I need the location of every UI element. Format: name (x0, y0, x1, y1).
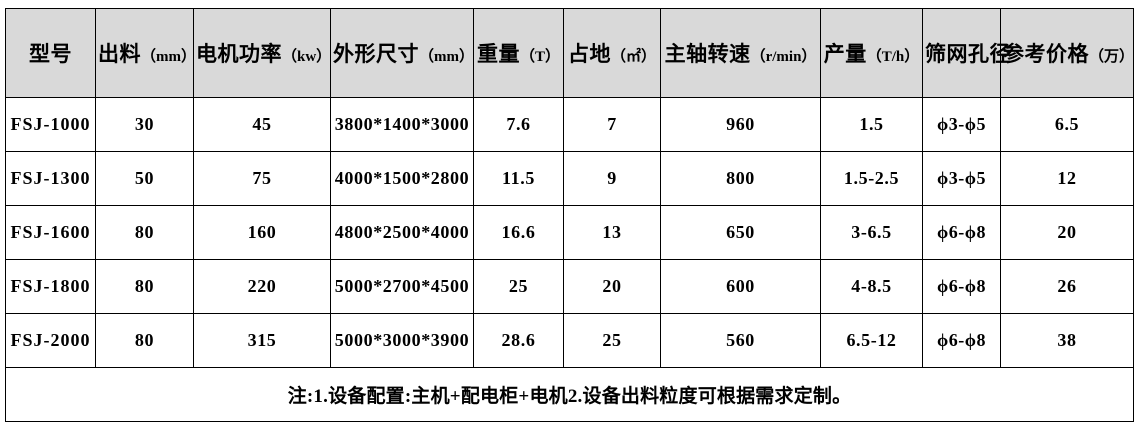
cell-mesh-aperture: ϕ6-ϕ8 (922, 259, 1001, 314)
table-footer: 注:1.设备配置:主机+配电柜+电机2.设备出料粒度可根据需求定制。 (5, 367, 1134, 422)
header-cell-price: 参考价格（万） (1000, 8, 1135, 98)
cell-discharge: 80 (95, 259, 194, 314)
cell-mesh-aperture: ϕ6-ϕ8 (922, 205, 1001, 260)
header-unit-capacity: （T/h） (866, 49, 920, 65)
header-unit-discharge: （mm） (141, 49, 196, 65)
cell-discharge: 50 (95, 151, 194, 206)
header-label-mesh-aperture: 筛网孔径 (925, 42, 1011, 66)
table-row: FSJ-1800 80 220 5000*2700*4500 25 20 600… (5, 259, 1134, 314)
cell-model: FSJ-1600 (5, 205, 96, 260)
header-label-model: 型号 (29, 42, 72, 66)
cell-capacity: 1.5-2.5 (820, 151, 923, 206)
spec-table-container: 型号 出料（mm） 电机功率（kw） 外形尺寸（mm） 重量（T） 占地（㎡） … (5, 8, 1134, 422)
cell-footprint: 20 (563, 259, 661, 314)
header-label-weight: 重量 (476, 42, 520, 66)
cell-dimensions: 5000*2700*4500 (330, 259, 474, 314)
header-cell-spindle-speed: 主轴转速（r/min） (660, 8, 821, 98)
footer-note: 注:1.设备配置:主机+配电柜+电机2.设备出料粒度可根据需求定制。 (5, 367, 1134, 422)
header-label-spindle-speed: 主轴转速 (664, 42, 751, 66)
cell-dimensions: 5000*3000*3900 (330, 313, 474, 368)
table-header: 型号 出料（mm） 电机功率（kw） 外形尺寸（mm） 重量（T） 占地（㎡） … (5, 8, 1135, 98)
cell-spindle-speed: 960 (660, 97, 821, 152)
table-row: FSJ-1600 80 160 4800*2500*4000 16.6 13 6… (5, 205, 1134, 260)
equipment-spec-table: 型号 出料（mm） 电机功率（kw） 外形尺寸（mm） 重量（T） 占地（㎡） … (5, 8, 1134, 422)
cell-model: FSJ-1800 (5, 259, 96, 314)
cell-price: 12 (1000, 151, 1134, 206)
cell-capacity: 6.5-12 (820, 313, 923, 368)
cell-price: 20 (1000, 205, 1134, 260)
header-cell-footprint: 占地（㎡） (563, 8, 661, 98)
header-label-discharge: 出料 (98, 42, 141, 66)
cell-model: FSJ-2000 (5, 313, 96, 368)
table-body: FSJ-1000 30 45 3800*1400*3000 7.6 7 960 … (5, 97, 1134, 368)
header-cell-capacity: 产量（T/h） (820, 8, 923, 98)
cell-weight: 11.5 (473, 151, 564, 206)
header-cell-dimensions: 外形尺寸（mm） (330, 8, 474, 98)
header-cell-discharge: 出料（mm） (95, 8, 196, 98)
cell-weight: 28.6 (473, 313, 564, 368)
header-label-dimensions: 外形尺寸 (333, 42, 419, 66)
header-label-capacity: 产量 (823, 42, 867, 66)
cell-footprint: 13 (563, 205, 661, 260)
cell-dimensions: 4800*2500*4000 (330, 205, 474, 260)
cell-spindle-speed: 800 (660, 151, 821, 206)
cell-footprint: 7 (563, 97, 661, 152)
cell-price: 38 (1000, 313, 1134, 368)
cell-mesh-aperture: ϕ6-ϕ8 (922, 313, 1001, 368)
cell-price: 26 (1000, 259, 1134, 314)
header-label-motor-power: 电机功率 (196, 42, 282, 66)
cell-price: 6.5 (1000, 97, 1134, 152)
cell-discharge: 30 (95, 97, 194, 152)
table-row: FSJ-1000 30 45 3800*1400*3000 7.6 7 960 … (5, 97, 1134, 152)
cell-motor-power: 160 (193, 205, 331, 260)
header-cell-weight: 重量（T） (473, 8, 564, 98)
cell-model: FSJ-1300 (5, 151, 96, 206)
cell-mesh-aperture: ϕ3-ϕ5 (922, 151, 1001, 206)
cell-weight: 25 (473, 259, 564, 314)
header-unit-weight: （T） (519, 49, 560, 65)
header-row: 型号 出料（mm） 电机功率（kw） 外形尺寸（mm） 重量（T） 占地（㎡） … (5, 8, 1135, 98)
header-cell-motor-power: 电机功率（kw） (193, 8, 332, 98)
cell-spindle-speed: 650 (660, 205, 821, 260)
cell-discharge: 80 (95, 313, 194, 368)
cell-footprint: 9 (563, 151, 661, 206)
table-row: FSJ-2000 80 315 5000*3000*3900 28.6 25 5… (5, 313, 1134, 368)
cell-mesh-aperture: ϕ3-ϕ5 (922, 97, 1001, 152)
header-label-price: 参考价格 (1003, 42, 1089, 66)
header-unit-spindle-speed: （r/min） (750, 49, 817, 65)
cell-motor-power: 315 (193, 313, 331, 368)
cell-motor-power: 75 (193, 151, 331, 206)
footer-row: 注:1.设备配置:主机+配电柜+电机2.设备出料粒度可根据需求定制。 (5, 367, 1134, 422)
header-unit-price: （万） (1089, 49, 1135, 65)
cell-footprint: 25 (563, 313, 661, 368)
cell-spindle-speed: 560 (660, 313, 821, 368)
cell-dimensions: 3800*1400*3000 (330, 97, 474, 152)
cell-model: FSJ-1000 (5, 97, 96, 152)
table-row: FSJ-1300 50 75 4000*1500*2800 11.5 9 800… (5, 151, 1134, 206)
header-cell-model: 型号 (5, 8, 96, 98)
header-unit-dimensions: （mm） (419, 49, 474, 65)
cell-capacity: 3-6.5 (820, 205, 923, 260)
cell-capacity: 4-8.5 (820, 259, 923, 314)
cell-dimensions: 4000*1500*2800 (330, 151, 474, 206)
cell-discharge: 80 (95, 205, 194, 260)
cell-capacity: 1.5 (820, 97, 923, 152)
header-cell-mesh-aperture: 筛网孔径 (922, 8, 1011, 98)
cell-weight: 7.6 (473, 97, 564, 152)
cell-spindle-speed: 600 (660, 259, 821, 314)
header-unit-footprint: （㎡） (610, 49, 656, 65)
cell-motor-power: 220 (193, 259, 331, 314)
cell-motor-power: 45 (193, 97, 331, 152)
header-unit-motor-power: （kw） (282, 49, 332, 65)
cell-weight: 16.6 (473, 205, 564, 260)
header-label-footprint: 占地 (567, 42, 611, 66)
